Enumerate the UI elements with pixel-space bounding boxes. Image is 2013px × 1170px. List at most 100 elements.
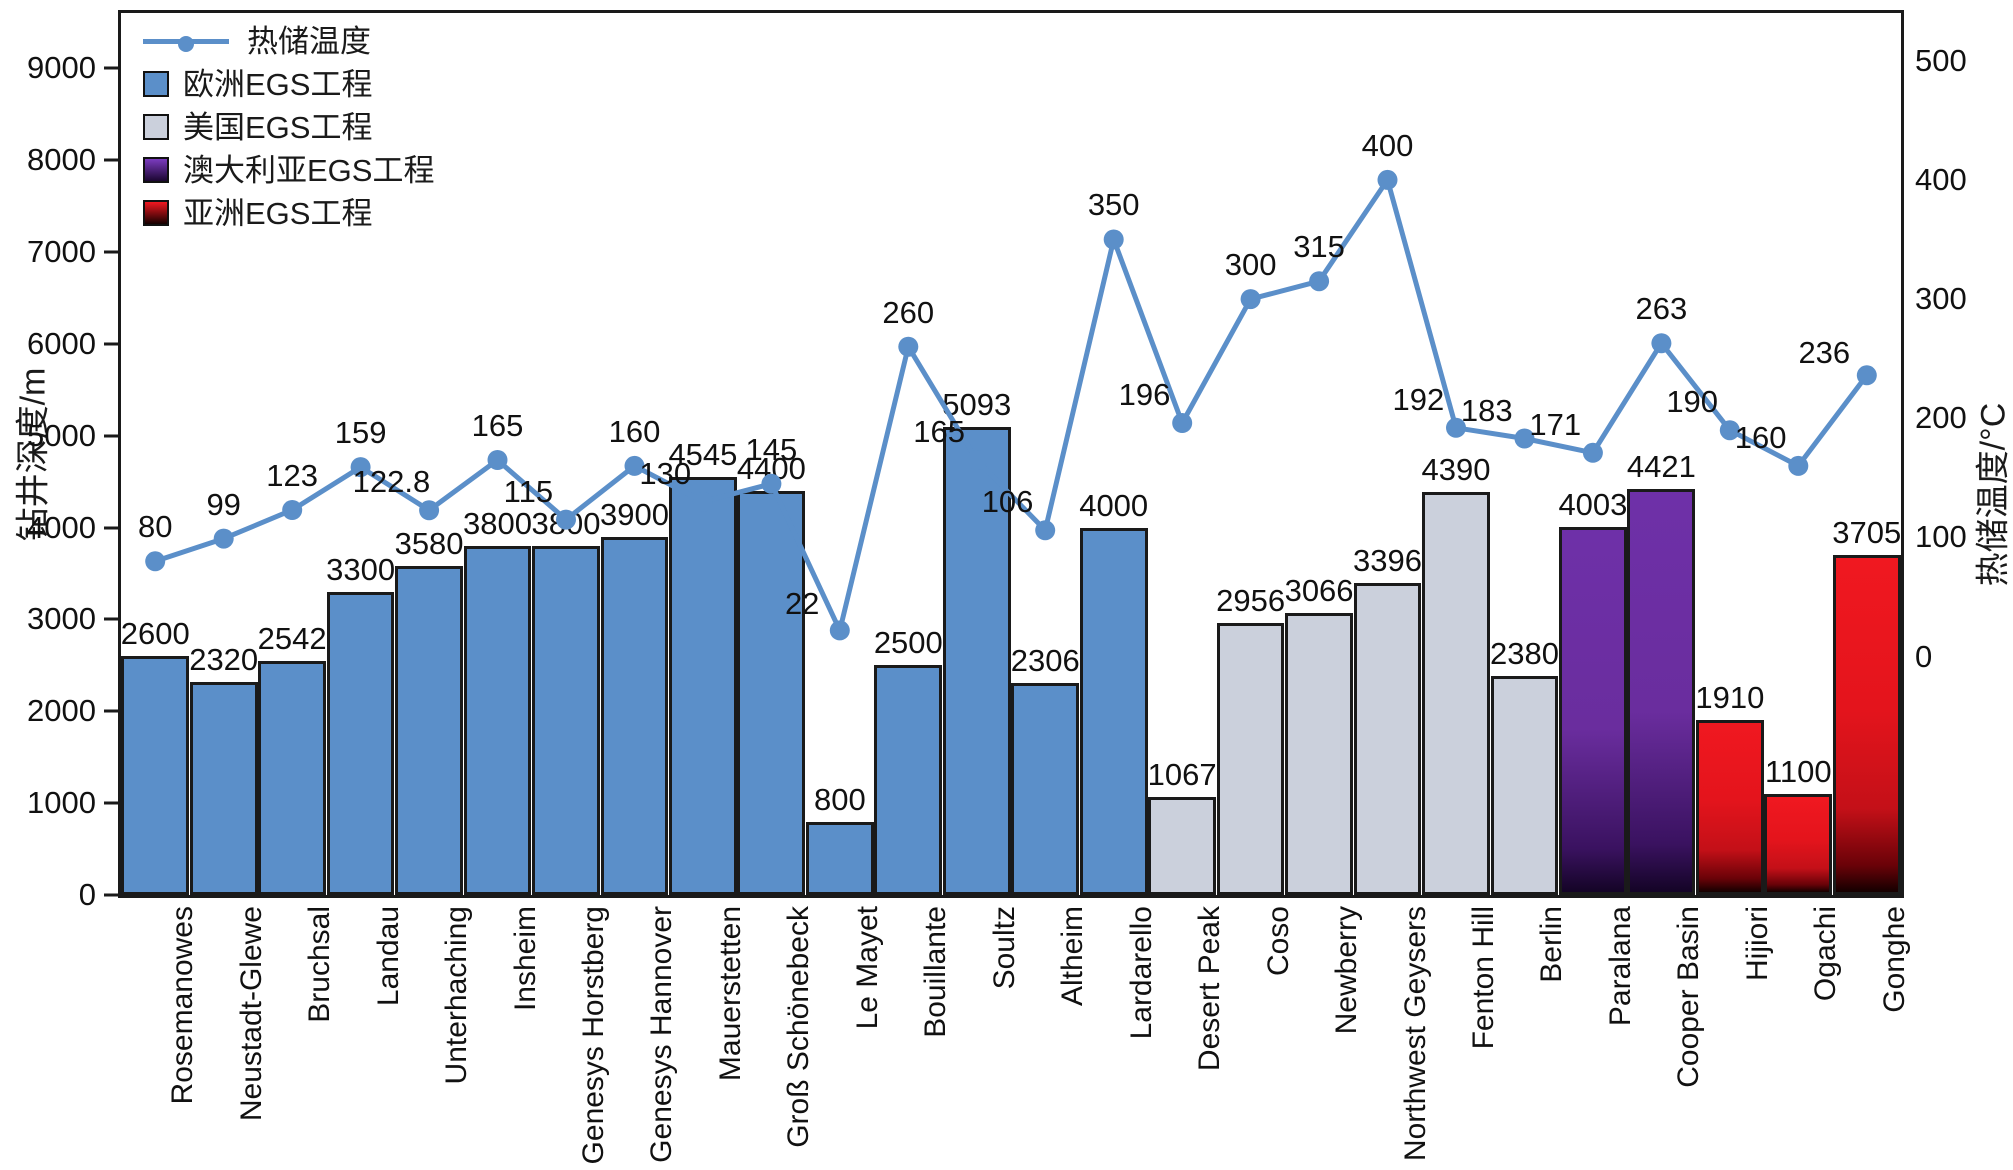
bar: [1490, 676, 1559, 895]
temperature-point: [1035, 520, 1056, 541]
bar-value-label: 2320: [189, 641, 259, 677]
bar: [326, 591, 395, 895]
temperature-value-label: 145: [745, 431, 798, 467]
temperature-value-label: 165: [913, 413, 965, 449]
left-tick-mark: [104, 526, 118, 529]
legend-item-asia: 亚洲EGS工程: [143, 193, 434, 233]
bar-value-label: 4390: [1421, 451, 1491, 487]
x-tick-label: Rosemanowes: [166, 906, 200, 1105]
bar-value-label: 2542: [257, 621, 327, 657]
x-tick-label: Neustadt-Glewe: [234, 906, 268, 1122]
x-tick-label: Ogachi: [1809, 906, 1843, 1002]
temperature-point: [1651, 333, 1672, 354]
temperature-value-label: 196: [1118, 377, 1171, 412]
x-tick-label: Groß Schönebeck: [782, 906, 816, 1148]
bar-value-label: 4003: [1558, 487, 1628, 523]
bar: [1422, 491, 1490, 895]
x-tick-label: Genesys Hannover: [645, 906, 679, 1163]
swatch-icon: [143, 71, 169, 97]
legend-label: 澳大利亚EGS工程: [183, 152, 435, 188]
x-tick-label: Paralana: [1603, 906, 1637, 1027]
legend-item-line: 热储温度: [143, 21, 434, 61]
swatch-icon: [143, 200, 169, 226]
x-tick-label: Le Mayet: [850, 906, 884, 1030]
temperature-value-label: 80: [137, 509, 173, 545]
temperature-value-label: 122.8: [352, 464, 431, 500]
left-tick-mark: [104, 434, 118, 438]
left-tick-label: 5000: [27, 417, 96, 453]
bar: [463, 545, 532, 895]
bar-value-label: 5093: [942, 387, 1012, 423]
bar-value-label: 2306: [1010, 643, 1080, 679]
bar: [532, 545, 600, 895]
temperature-point: [692, 491, 713, 512]
temperature-point: [898, 336, 919, 357]
temperature-point: [1240, 289, 1261, 310]
x-tick-label: Soultz: [987, 906, 1021, 990]
temperature-value-label: 171: [1529, 406, 1582, 442]
x-tick-label: Genesys Horstberg: [577, 906, 610, 1165]
x-tick-label: Gonghe: [1877, 906, 1911, 1013]
bar: [1695, 719, 1764, 895]
x-tick-label: Hijiori: [1740, 906, 1774, 981]
x-tick-label: Unterhaching: [440, 906, 474, 1085]
legend-item-europe: 欧洲EGS工程: [143, 64, 434, 104]
bar: [805, 821, 874, 895]
temperature-point: [556, 509, 576, 530]
temperature-point: [761, 473, 782, 494]
right-tick-label: 0: [1915, 638, 1933, 674]
temperature-point: [1788, 455, 1809, 476]
temperature-value-label: 350: [1087, 187, 1140, 223]
bar-value-label: 1910: [1695, 679, 1765, 715]
bar-value-label: 3800: [463, 505, 533, 541]
x-tick-label: Altheim: [1056, 906, 1090, 1007]
bar: [942, 427, 1011, 895]
temperature-polyline: [154, 177, 1869, 633]
temperature-value-label: 315: [1293, 229, 1345, 265]
left-tick-label: 8000: [27, 142, 96, 177]
temperature-point: [1582, 442, 1603, 463]
temperature-value-label: 159: [334, 415, 387, 451]
temperature-point: [419, 500, 440, 521]
temperature-value-label: 115: [503, 473, 554, 509]
x-tick-label: Northwest Geysers: [1398, 906, 1432, 1162]
legend-label: 热储温度: [247, 23, 371, 59]
bar: [1764, 793, 1833, 895]
left-tick-label: 3000: [27, 601, 96, 637]
temperature-line: [145, 169, 1877, 641]
left-tick-mark: [104, 342, 118, 346]
bar: [1148, 796, 1217, 895]
temperature-point: [1514, 428, 1535, 449]
temperature-value-label: 22: [784, 586, 820, 622]
temperature-value-label: 260: [882, 294, 935, 330]
temperature-point: [624, 455, 645, 476]
plot-area: 热储温度 欧洲EGS工程 美国EGS工程 澳大利亚EGS工程 亚洲EGS工程: [118, 10, 1904, 898]
bar: [121, 656, 190, 895]
x-tick-label: Fenton Hill: [1467, 906, 1500, 1050]
x-tick-label: Desert Peak: [1193, 906, 1227, 1072]
temperature-value-label: 183: [1460, 392, 1513, 428]
bar-value-label: 2956: [1216, 583, 1286, 619]
legend-item-usa: 美国EGS工程: [143, 107, 434, 147]
temperature-value-label: 106: [981, 484, 1034, 520]
temperature-value-label: 123: [266, 458, 319, 494]
x-tick-label: Bouillante: [919, 906, 953, 1038]
legend-label: 美国EGS工程: [183, 109, 373, 145]
x-tick-label: Landau: [371, 906, 405, 1007]
bar: [1079, 527, 1148, 895]
bar: [1627, 488, 1696, 895]
left-tick-label: 4000: [27, 509, 96, 545]
bar-value-label: 800: [813, 781, 866, 817]
right-tick-label: 400: [1915, 161, 1967, 197]
bar-value-label: 4545: [668, 437, 738, 473]
swatch-icon: [143, 157, 169, 183]
legend-label: 亚洲EGS工程: [183, 195, 373, 231]
left-tick-mark: [104, 250, 118, 254]
bar-value-label: 3580: [394, 526, 464, 562]
right-tick-label: 300: [1915, 281, 1967, 317]
bar-value-label: 2600: [120, 616, 190, 652]
left-tick-label: 6000: [27, 325, 96, 361]
temperature-value-label: 160: [608, 413, 661, 449]
bar-value-label: 3396: [1353, 542, 1423, 578]
